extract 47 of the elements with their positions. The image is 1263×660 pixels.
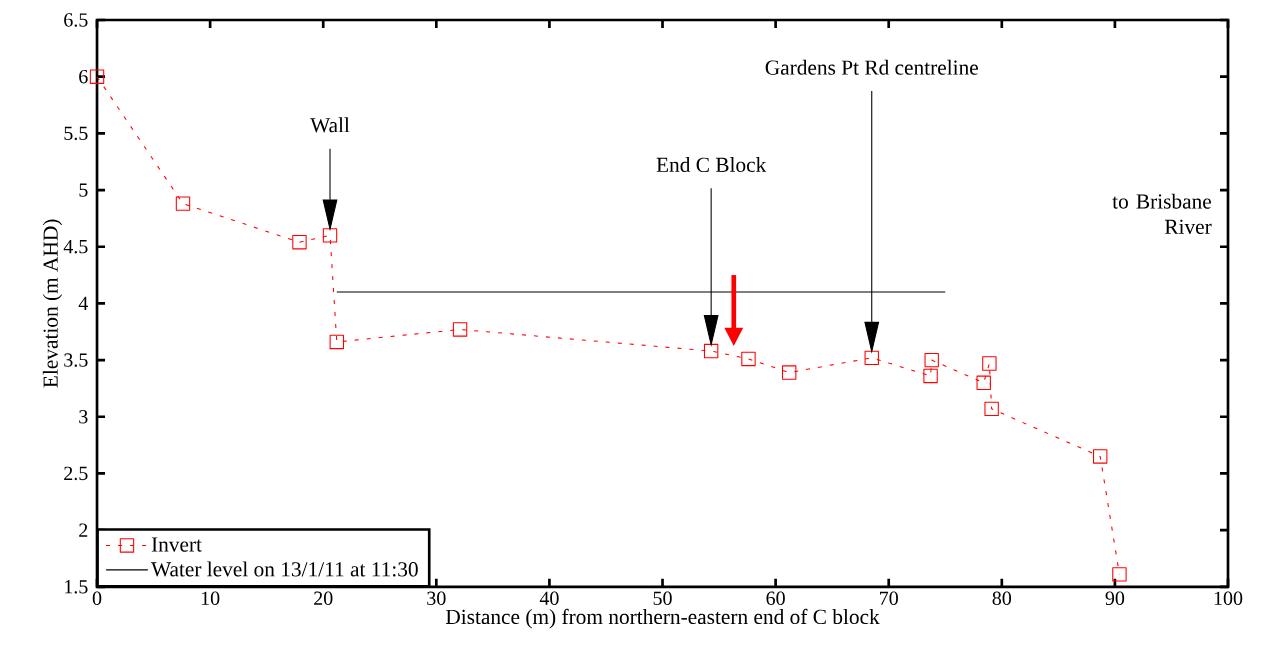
point [1112, 567, 1127, 582]
x-tick-label: 20 [314, 591, 333, 605]
legend-label: Invert [151, 537, 202, 552]
y-tick-label: 2.5 [64, 466, 88, 481]
point [329, 334, 344, 350]
y-tick-label: 5.5 [64, 126, 88, 140]
point [292, 234, 307, 250]
x-tick-label: 40 [539, 591, 559, 605]
point [924, 352, 939, 368]
point [703, 343, 719, 359]
y-tick-label: 3.5 [64, 353, 88, 367]
point [982, 356, 997, 371]
point [864, 350, 879, 365]
x-tick-label: 60 [766, 591, 785, 605]
annotation: Gardens Pt Rd centreline [765, 59, 978, 75]
x-tick-label: 50 [653, 591, 672, 605]
point [984, 401, 999, 416]
point [781, 365, 797, 380]
y-tick-label: 4.5 [63, 239, 88, 254]
point [175, 196, 191, 211]
point [452, 322, 468, 337]
y-tick-label: 6 [79, 69, 88, 84]
point [976, 375, 991, 390]
annotation: Wall [310, 117, 350, 133]
y-axis-title: Elevation (m AHD) [42, 219, 63, 388]
point [322, 228, 338, 243]
x-tick-label: 0 [92, 591, 102, 605]
x-tick-label: 100 [1214, 591, 1243, 605]
x-tick-label: 30 [427, 591, 446, 605]
y-tick-label: 5 [79, 183, 88, 197]
x-tick-label: 70 [880, 591, 898, 605]
y-tick-label: 2 [79, 523, 88, 537]
x-tick-label: 10 [201, 591, 220, 605]
y-tick-label: 3 [79, 409, 88, 424]
y-tick-label: 4 [78, 296, 88, 310]
y-tick-label: 1.5 [65, 580, 88, 594]
point [89, 69, 105, 84]
annotation: End C Block [656, 156, 767, 172]
legend-label: Water level on 13/1/11 at 11:30 [151, 561, 418, 577]
point [1092, 449, 1108, 464]
point [741, 351, 756, 367]
y-tick-label: 6.5 [64, 13, 88, 27]
x-tick-label: 80 [992, 591, 1012, 605]
annotation: to Brisbane River [1112, 193, 1212, 234]
point [923, 368, 938, 384]
x-axis-title: Distance (m) from northern-eastern end of C block [445, 608, 880, 629]
x-tick-label: 90 [1105, 591, 1125, 605]
